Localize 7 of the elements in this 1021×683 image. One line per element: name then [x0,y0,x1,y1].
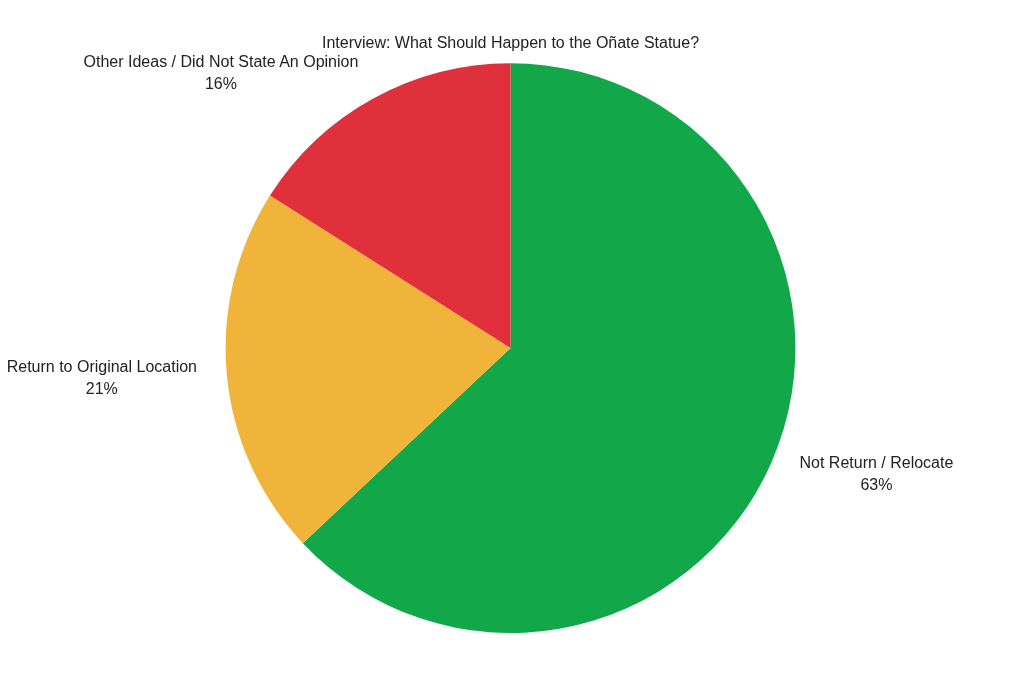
chart-title: Interview: What Should Happen to the Oñate Statue? [321,34,700,52]
data-label: 21% [85,380,118,398]
slice-label: Not Return / Relocate [799,453,954,471]
data-label: 16% [204,74,237,92]
slice-label: Return to Original Location [6,358,197,376]
data-label: 63% [860,475,893,493]
slice-label: Other Ideas / Did Not State An Opinion [83,52,359,70]
